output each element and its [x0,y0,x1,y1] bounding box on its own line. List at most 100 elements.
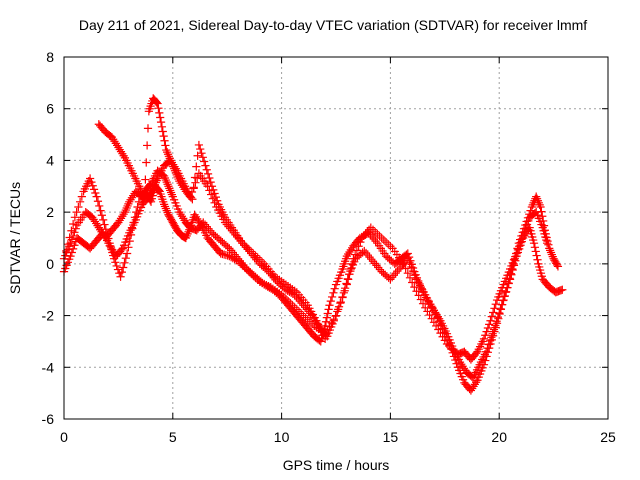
data-point-marker [536,269,546,278]
data-point-marker [456,369,465,378]
data-point-marker [346,264,355,274]
data-point-marker [108,248,117,257]
data-point-marker [537,220,546,229]
data-point-marker [410,283,419,292]
data-point-marker [63,258,73,267]
series-track-c [62,174,552,364]
data-point-marker [534,259,543,268]
data-point-marker [196,144,205,154]
data-point-marker [345,270,354,279]
data-point-marker [519,231,528,240]
data-point-marker [325,301,334,310]
data-point-marker [334,274,343,283]
data-point-marker [502,287,511,296]
data-point-marker [405,258,414,267]
data-point-marker [147,194,157,203]
data-point-marker [93,197,103,206]
data-point-marker [504,268,513,277]
data-point-marker [533,255,542,264]
data-point-marker [399,259,408,268]
data-point-marker [92,192,101,201]
data-point-marker [156,118,166,127]
data-point-marker [412,287,421,296]
data-point-marker [326,296,335,306]
data-point-marker [481,331,490,340]
data-point-marker [540,229,549,238]
x-tick-label: 20 [491,429,507,445]
data-point-marker [553,262,563,271]
data-point-marker [486,316,495,325]
data-point-marker [119,263,128,272]
data-point-marker [492,295,502,305]
data-point-marker [321,317,331,326]
data-point-marker [516,238,525,247]
data-point-marker [483,323,492,333]
data-point-marker [500,277,509,286]
data-point-marker [383,253,392,262]
data-point-marker [337,268,346,277]
data-point-marker [526,226,535,235]
data-point-marker [118,244,127,253]
data-point-marker [161,141,170,150]
data-point-marker [209,185,218,195]
data-point-marker [489,331,498,340]
data-point-marker [119,241,129,250]
data-point-marker [544,240,553,249]
data-point-marker [324,305,333,314]
data-point-marker [130,213,140,222]
data-point-marker [344,275,353,284]
data-point-marker [552,260,562,269]
data-point-marker [528,232,537,242]
data-point-marker [541,232,550,242]
data-point-marker [331,280,341,289]
data-point-marker [478,363,487,372]
data-point-marker [116,272,125,281]
data-point-marker [190,173,200,182]
series-track-d [94,94,330,343]
data-point-marker [125,237,134,246]
data-point-marker [194,140,204,150]
data-point-marker [485,320,494,329]
data-point-marker [382,272,392,281]
data-point-marker [401,264,410,273]
data-point-marker [327,292,337,302]
y-tick-label: 8 [46,49,54,65]
data-point-marker [149,188,158,197]
data-point-marker [529,235,538,245]
data-point-marker [123,249,132,258]
data-point-marker [494,314,503,323]
data-point-marker [385,255,394,264]
data-point-marker [124,243,133,252]
data-point-marker [206,190,216,199]
data-point-marker [542,235,551,245]
data-point-marker [156,113,165,122]
data-point-marker [104,234,113,243]
data-point-marker [477,366,486,376]
data-point-marker [101,225,110,234]
x-tick-label: 0 [60,429,68,445]
data-point-marker [170,195,179,204]
data-point-marker [536,217,545,226]
data-point-marker [67,226,76,235]
y-tick-label: 4 [46,152,54,168]
data-point-marker [70,241,79,250]
data-point-marker [321,334,330,343]
data-point-marker [160,136,169,145]
data-point-marker [513,245,523,254]
data-point-marker [88,181,97,190]
data-point-marker [410,271,419,280]
data-point-marker [356,238,365,247]
y-tick-label: 0 [46,256,54,272]
data-point-marker [171,198,180,207]
data-point-marker [72,208,81,217]
data-point-marker [186,193,196,202]
data-point-marker [157,122,167,131]
plot-frame [63,56,609,420]
data-point-marker [487,335,496,344]
data-point-marker [206,178,215,187]
data-point-marker [97,211,106,220]
data-point-marker [173,204,183,214]
data-point-marker [499,280,508,289]
data-point-marker [218,238,227,247]
data-point-marker [511,252,520,261]
